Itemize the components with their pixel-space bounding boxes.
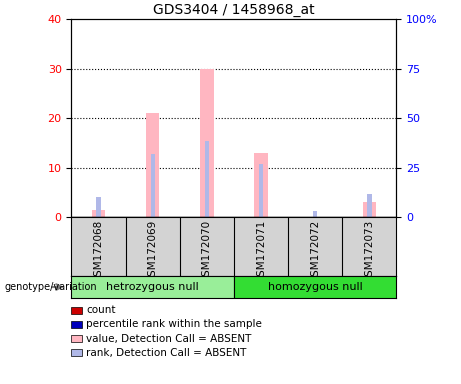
- Bar: [205, 141, 209, 217]
- Bar: [200, 69, 213, 217]
- Bar: [96, 197, 100, 217]
- Text: value, Detection Call = ABSENT: value, Detection Call = ABSENT: [86, 334, 252, 344]
- Text: count: count: [86, 305, 116, 315]
- Bar: [151, 154, 155, 217]
- Text: GSM172069: GSM172069: [148, 220, 158, 283]
- Text: hetrozygous null: hetrozygous null: [106, 282, 199, 292]
- Bar: [259, 164, 263, 217]
- Text: GSM172070: GSM172070: [202, 220, 212, 283]
- Bar: [254, 153, 268, 217]
- Text: GSM172071: GSM172071: [256, 220, 266, 283]
- Text: rank, Detection Call = ABSENT: rank, Detection Call = ABSENT: [86, 348, 247, 358]
- Bar: [71, 276, 234, 298]
- Bar: [367, 194, 372, 217]
- Bar: [234, 276, 396, 298]
- Bar: [313, 211, 317, 217]
- Bar: [92, 210, 105, 217]
- Text: percentile rank within the sample: percentile rank within the sample: [86, 319, 262, 329]
- Text: GSM172073: GSM172073: [364, 220, 374, 283]
- Bar: [146, 113, 160, 217]
- Text: homozygous null: homozygous null: [268, 282, 363, 292]
- Text: GSM172072: GSM172072: [310, 220, 320, 283]
- Bar: [363, 202, 376, 217]
- Text: GSM172068: GSM172068: [94, 220, 104, 283]
- Text: genotype/variation: genotype/variation: [5, 282, 97, 292]
- Title: GDS3404 / 1458968_at: GDS3404 / 1458968_at: [153, 3, 315, 17]
